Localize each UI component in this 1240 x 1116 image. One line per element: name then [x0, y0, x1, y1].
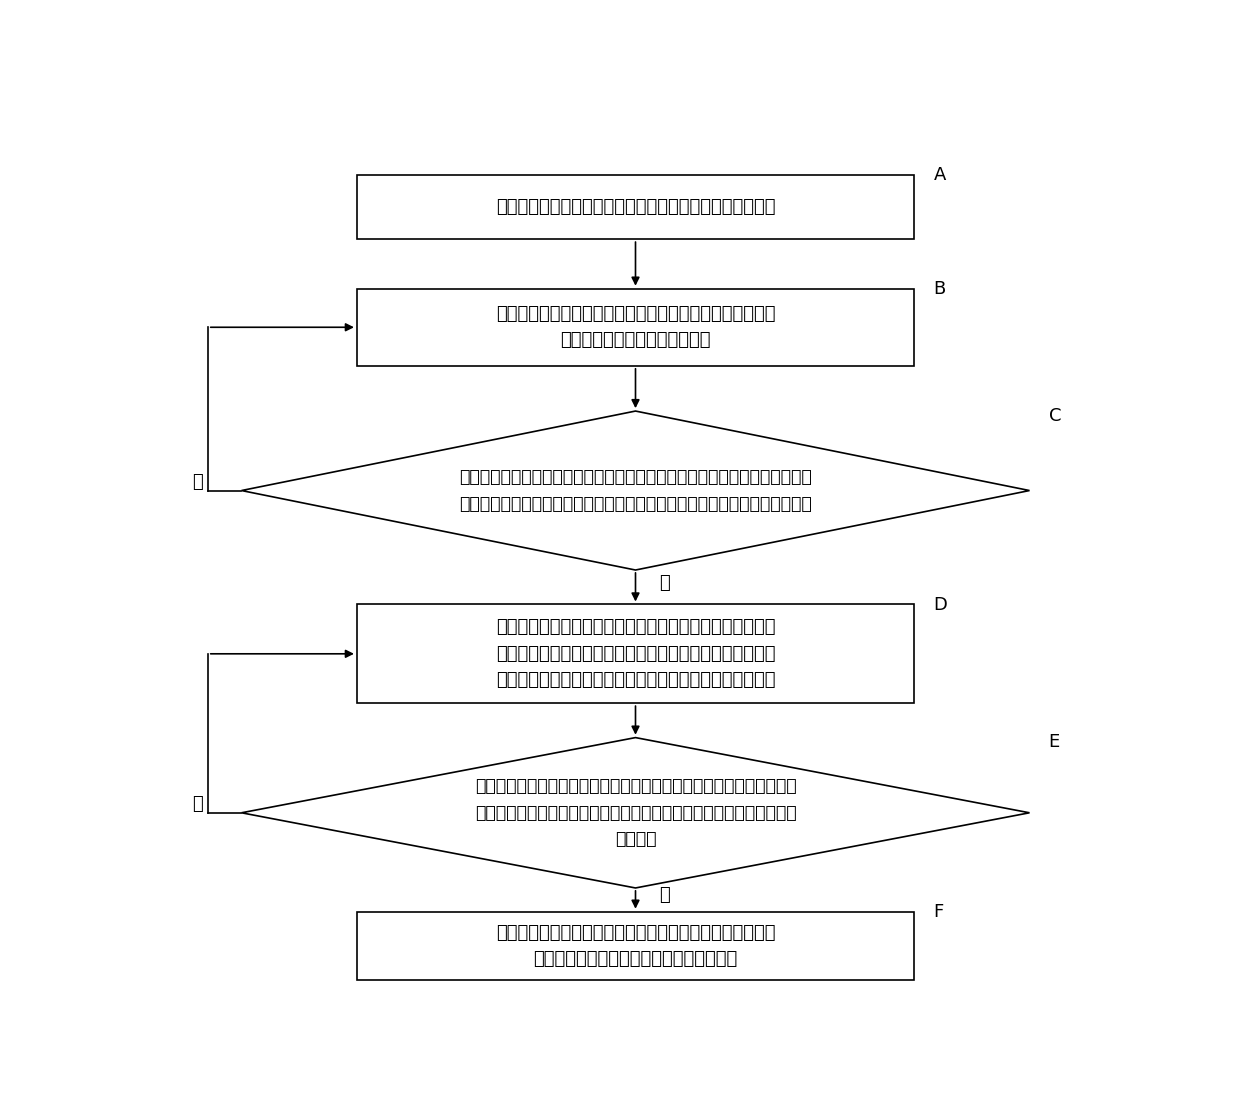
Text: B: B — [934, 280, 946, 298]
FancyBboxPatch shape — [357, 912, 914, 980]
FancyBboxPatch shape — [357, 175, 914, 239]
Polygon shape — [242, 411, 1029, 570]
Text: 设定排气系统中相应的排气阀门敏感度及排气阀门打开时间: 设定排气系统中相应的排气阀门敏感度及排气阀门打开时间 — [496, 198, 775, 217]
Text: 将该延长信号发送至排气阀门执行装置，通过排气阀门执行
装置将汽车排气阀门打开时间延长预定时长: 将该延长信号发送至排气阀门执行装置，通过排气阀门执行 装置将汽车排气阀门打开时间… — [496, 924, 775, 969]
Text: F: F — [934, 903, 944, 921]
Text: 判断在预定时间内该汽车排气管的压力值是否达到设定的排气阀门敏感度，若
汽车排气管的压力值达到了设定的排气阀门敏感度，则生成排气阀门打开信号: 判断在预定时间内该汽车排气管的压力值是否达到设定的排气阀门敏感度，若 汽车排气管… — [459, 469, 812, 512]
Text: C: C — [1049, 406, 1061, 425]
Text: 判断在预定时间内所述汽车排气管的压力值达到设定的排气阀门敏感度
的次数是否到达预定值，若达到了预定值，则生成延长打开排气阀门的
延长信号: 判断在预定时间内所述汽车排气管的压力值达到设定的排气阀门敏感度 的次数是否到达预… — [475, 778, 796, 848]
Text: 采集汽车排气管的压力值，将采集的汽车排气管的压力值与
设定的排气阀门敏感度进行比较: 采集汽车排气管的压力值，将采集的汽车排气管的压力值与 设定的排气阀门敏感度进行比… — [496, 305, 775, 349]
FancyBboxPatch shape — [357, 289, 914, 366]
Text: D: D — [934, 596, 947, 614]
Text: E: E — [1049, 733, 1060, 751]
Text: 否: 否 — [192, 473, 203, 491]
FancyBboxPatch shape — [357, 605, 914, 703]
Text: 否: 否 — [192, 796, 203, 814]
Polygon shape — [242, 738, 1029, 888]
Text: 是: 是 — [660, 574, 671, 591]
Text: 是: 是 — [660, 886, 671, 904]
Text: A: A — [934, 166, 946, 184]
Text: 将该排气阀门打开信号发送至排气阀门执行装置，通过排气
阀门执行装置将汽车排气阀门打开，并根据所述排气阀门打
开信号及排气阀门打开时间来控制汽车排气阀门打开的时长: 将该排气阀门打开信号发送至排气阀门执行装置，通过排气 阀门执行装置将汽车排气阀门… — [496, 618, 775, 690]
